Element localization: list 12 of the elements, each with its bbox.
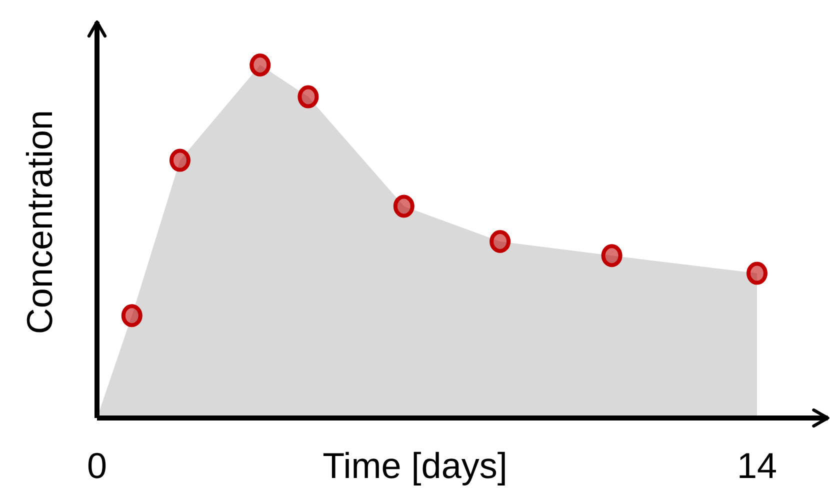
x-tick-label: 14: [736, 445, 778, 486]
x-axis-title: Time [days]: [322, 445, 508, 486]
point: [121, 304, 142, 328]
point: [250, 54, 271, 76]
point: [298, 85, 319, 108]
x-tick-label: 0: [86, 445, 108, 486]
point: [746, 262, 768, 285]
point: [490, 230, 511, 253]
point: [393, 194, 414, 218]
point: [601, 244, 622, 268]
y-axis-title: Concentration: [19, 110, 60, 334]
point: [169, 148, 190, 172]
